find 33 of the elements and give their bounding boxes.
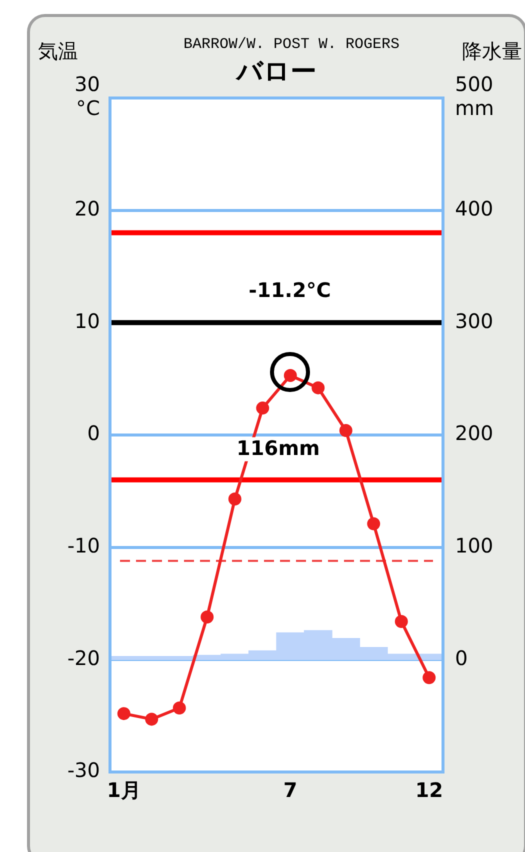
point (200, 610, 214, 624)
chart-title: バロー (234, 57, 316, 87)
annotation: 116mm (236, 436, 320, 460)
y2-tick-label: 200 (455, 421, 494, 446)
y2-axis-title: 降水量 (462, 39, 522, 63)
point (394, 614, 408, 628)
y2-tick-label: 0 (455, 646, 468, 670)
annotation: -11.2°C (248, 278, 331, 302)
y-tick-label: 30 °C (74, 72, 100, 120)
y-tick-label: 20 (74, 196, 100, 221)
y-tick-label: 10 (74, 308, 100, 333)
y2-tick-label: 300 (455, 308, 494, 333)
y-tick-label: -20 (67, 646, 100, 670)
x-tick-label: 12 (415, 778, 444, 802)
x-tick-label: 7 (283, 778, 298, 802)
point (172, 701, 186, 714)
point (367, 517, 380, 530)
point (228, 492, 242, 506)
point (256, 402, 270, 415)
y-axis-title: 気温 (38, 39, 78, 63)
point (339, 424, 352, 438)
x-tick-label: 1月 (106, 778, 141, 802)
y-tick-label: -10 (67, 534, 100, 558)
point (422, 671, 436, 684)
point (312, 381, 325, 394)
point (145, 712, 158, 726)
point (117, 707, 130, 720)
chart-subtitle: BARROW/W. POST W. ROGERS (183, 36, 400, 53)
y-tick-label: 0 (87, 421, 100, 446)
y2-tick-label: 500 mm (455, 72, 494, 120)
y2-tick-label: 100 (455, 534, 494, 558)
y-tick-label: -30 (67, 758, 100, 782)
y2-tick-label: 400 (455, 196, 494, 221)
